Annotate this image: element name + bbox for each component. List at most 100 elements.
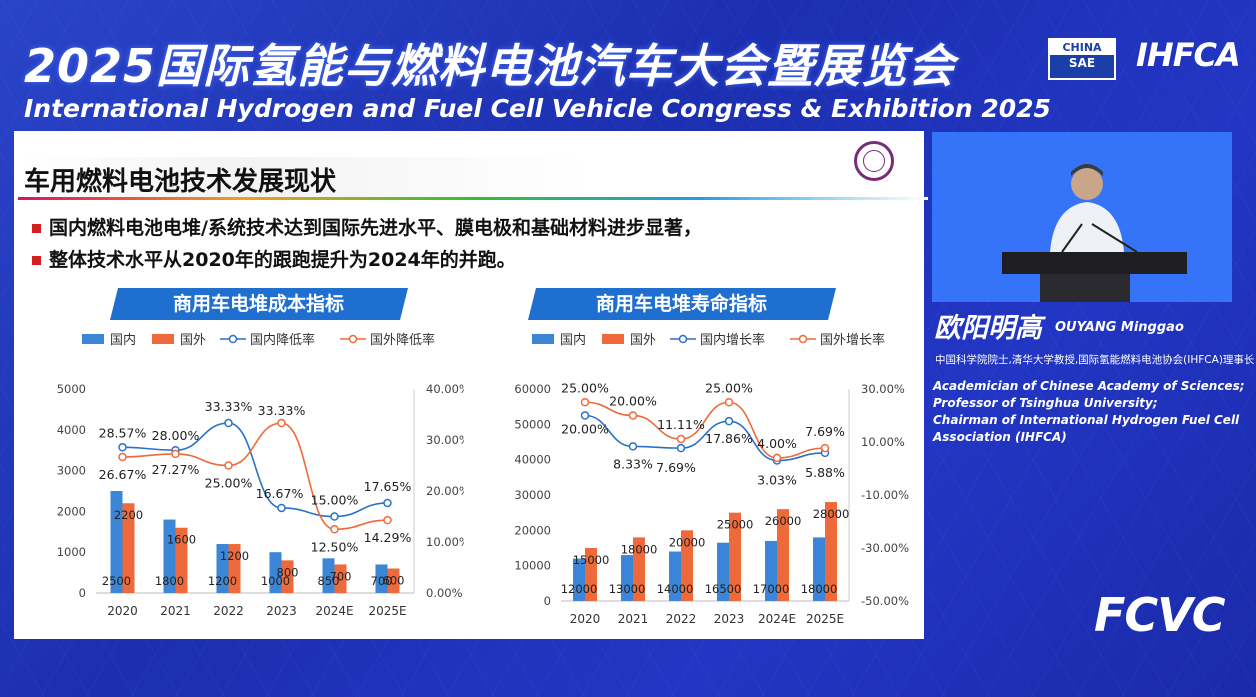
sae-logo-top: CHINA — [1050, 40, 1114, 55]
life-y2tick-label: 30.00% — [861, 382, 905, 396]
bullet-item: 整体技术水平从2020年的跟跑提升为2024年的并跑。 — [32, 245, 516, 272]
life-line-point — [580, 411, 590, 420]
life-bar-value-label: 12000 — [561, 582, 598, 596]
cost-bar-value-label: 1200 — [208, 574, 237, 588]
china-sae-logo: CHINA SAE — [1048, 38, 1116, 80]
chart2-title-banner: 商用车电堆寿命指标 — [528, 288, 836, 320]
life-legend-swatch — [532, 334, 554, 344]
cost-bar-value-label: 600 — [383, 574, 405, 588]
cost-line-point — [277, 503, 286, 513]
cost-bar-value-label: 1000 — [261, 574, 290, 588]
cost-legend-label: 国内 — [110, 332, 136, 348]
speaker-title-line: Academician of Chinese Academy of Scienc… — [933, 379, 1245, 393]
life-y2tick-label: -50.00% — [861, 594, 909, 608]
life-bar — [621, 555, 633, 601]
life-bar — [729, 512, 741, 601]
cost-y2tick-label: 10.00% — [426, 535, 464, 549]
cost-bar — [175, 527, 188, 593]
cost-bar-value-label: 1600 — [167, 533, 196, 547]
life-legend-label: 国外 — [630, 333, 656, 348]
cost-line-value-label: 14.29% — [364, 530, 412, 545]
cost-bar — [228, 544, 241, 593]
life-bar — [585, 548, 597, 601]
cost-xtick-label: 2023 — [266, 604, 297, 618]
cost-bar-value-label: 800 — [277, 565, 299, 579]
bullet-square-icon — [32, 256, 41, 265]
chart2-title: 商用车电堆寿命指标 — [596, 293, 768, 315]
cost-bar — [216, 544, 229, 593]
life-legend-marker — [798, 334, 808, 344]
life-line-point — [772, 453, 782, 463]
life-bar — [777, 509, 789, 601]
life-line-point — [724, 398, 734, 407]
cost-y2tick-label: 0.00% — [426, 586, 463, 600]
life-line-value-label: 20.00% — [609, 394, 657, 409]
chart1-title: 商用车电堆成本指标 — [173, 293, 345, 315]
cost-line-value-label: 33.33% — [205, 399, 253, 414]
cost-y2tick-label: 30.00% — [426, 433, 464, 447]
life-line-value-label: 17.86% — [705, 431, 753, 446]
life-bar-value-label: 20000 — [669, 535, 706, 549]
slide-heading: 车用燃料电池技术发展现状 — [24, 167, 337, 197]
cost-bar-value-label: 2500 — [102, 574, 131, 588]
life-line-point — [724, 416, 734, 426]
cost-line-value-label: 28.00% — [152, 428, 200, 443]
cost-line-value-label: 27.27% — [152, 462, 200, 477]
cost-line-value-label: 16.67% — [256, 486, 304, 501]
cost-line-point — [277, 418, 286, 428]
sae-logo-bottom: SAE — [1068, 56, 1096, 70]
cost-ytick-label: 5000 — [57, 382, 86, 396]
chart1-title-banner: 商用车电堆成本指标 — [110, 288, 408, 320]
life-line-value-label: 25.00% — [561, 380, 609, 395]
life-line-point — [676, 443, 686, 453]
cost-bar — [375, 564, 388, 593]
cost-bar — [122, 503, 135, 593]
cost-legend-marker — [348, 334, 358, 344]
life-bar-value-label: 16500 — [705, 582, 742, 596]
life-bar-value-label: 28000 — [813, 507, 850, 521]
cost-line-point — [330, 512, 339, 521]
cost-bar-value-label: 1800 — [155, 574, 184, 588]
life-ytick-label: 50000 — [514, 417, 551, 431]
life-line-point — [580, 398, 590, 407]
cost-line-value-label: 25.00% — [205, 476, 253, 491]
cost-ytick-label: 4000 — [57, 423, 86, 437]
life-ytick-label: 40000 — [514, 453, 551, 467]
cost-line-point — [330, 525, 339, 534]
bullet-item: 国内燃料电池电堆/系统技术达到国际先进水平、膜电极和基础材料进步显著， — [32, 213, 702, 240]
life-ytick-label: 0 — [544, 594, 551, 608]
life-line-point — [628, 411, 638, 420]
event-title-en: International Hydrogen and Fuel Cell Veh… — [24, 94, 1051, 123]
life-ytick-label: 20000 — [514, 523, 551, 537]
life-bar-value-label: 18000 — [621, 542, 658, 556]
bullet-text: 国内燃料电池电堆/系统技术达到国际先进水平、膜电极和基础材料进步显著， — [49, 217, 702, 239]
cost-y2tick-label: 20.00% — [426, 484, 464, 498]
life-line-point — [628, 442, 638, 451]
cost-legend-marker — [228, 334, 238, 344]
cost-ytick-label: 0 — [79, 586, 86, 600]
cost-xtick-label: 2021 — [160, 604, 191, 618]
cost-legend-label: 国内降低率 — [250, 332, 315, 348]
life-xtick-label: 2020 — [570, 612, 601, 626]
cost-legend-label: 国外降低率 — [370, 332, 435, 348]
life-xtick-label: 2021 — [618, 612, 649, 626]
slide-heading-bar: 车用燃料电池技术发展现状 — [18, 157, 928, 200]
cost-ytick-label: 3000 — [57, 464, 86, 478]
life-xtick-label: 2022 — [666, 612, 697, 626]
life-legend-swatch — [602, 334, 624, 344]
cost-line-value-label: 12.50% — [311, 539, 359, 554]
life-bar — [573, 558, 585, 601]
speaker-title-cn: 中国科学院院士,清华大学教授,国际氢能燃料电池协会(IHFCA)理事长 — [935, 354, 1255, 366]
cost-bar — [322, 558, 335, 593]
cost-line-point — [118, 452, 127, 462]
cost-line-value-label: 26.67% — [99, 467, 147, 482]
cost-legend-swatch — [82, 334, 104, 344]
event-title-cn: 2025国际氢能与燃料电池汽车大会暨展览会 — [24, 39, 956, 93]
life-line-point — [676, 434, 686, 444]
life-bar-value-label: 18000 — [801, 582, 838, 596]
life-bar — [825, 502, 837, 601]
cost-line-value-label: 33.33% — [258, 403, 306, 418]
speaker-video — [932, 132, 1232, 302]
speaker-title-en: Academician of Chinese Academy of Scienc… — [933, 378, 1245, 446]
speaker-video-frame — [932, 132, 1232, 302]
